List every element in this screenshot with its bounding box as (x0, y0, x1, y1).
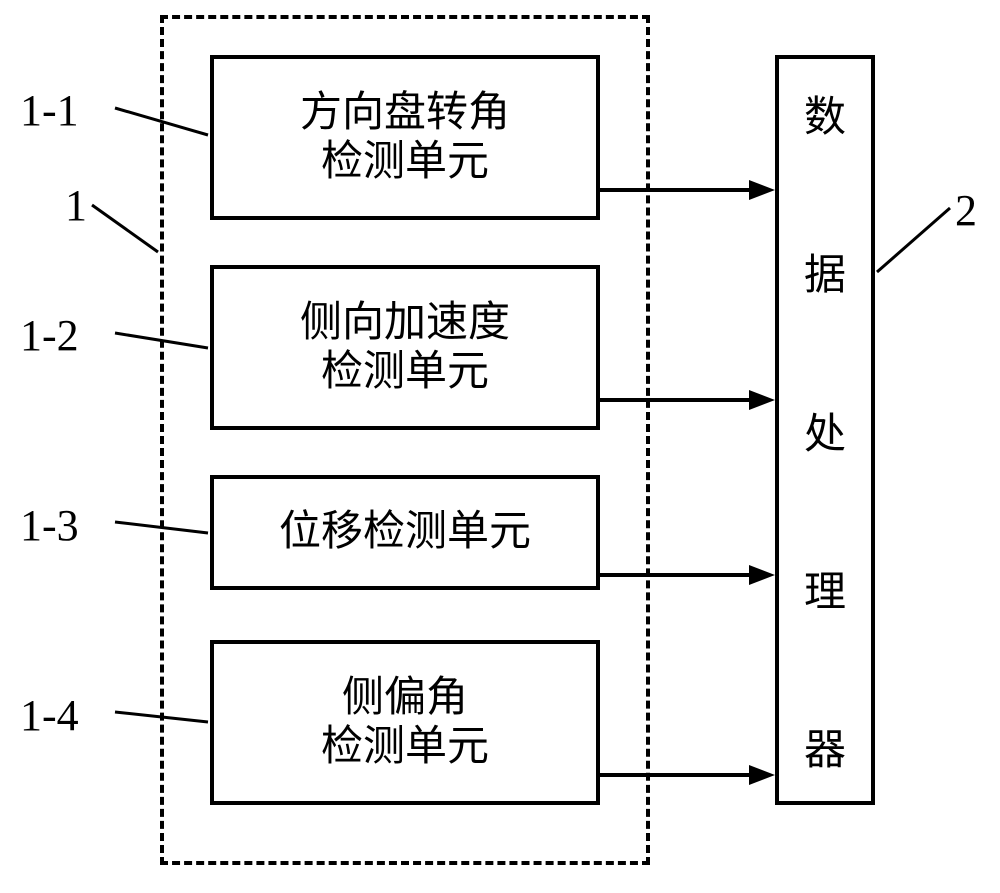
lateral-acceleration-detection-unit: 侧向加速度 检测单元 (210, 265, 600, 430)
displacement-detection-unit: 位移检测单元 (210, 475, 600, 590)
ref-label-2: 2 (955, 185, 977, 236)
sideslip-angle-detection-unit: 侧偏角 检测单元 (210, 640, 600, 805)
ref-label-1-4: 1-4 (20, 690, 79, 741)
unit-line1: 侧偏角 (342, 674, 468, 722)
data-processor: 数据处理器 (775, 55, 875, 805)
ref-label-1-2: 1-2 (20, 310, 79, 361)
unit-line2: 检测单元 (321, 348, 489, 396)
data-processor-label: 数据处理器 (804, 59, 846, 801)
unit-line2: 检测单元 (321, 138, 489, 186)
unit-line1: 位移检测单元 (279, 508, 531, 556)
unit-line1: 方向盘转角 (300, 89, 510, 137)
steering-angle-detection-unit: 方向盘转角 检测单元 (210, 55, 600, 220)
ref-label-1: 1 (65, 180, 87, 231)
unit-line2: 检测单元 (321, 723, 489, 771)
unit-line1: 侧向加速度 (300, 299, 510, 347)
ref-label-1-3: 1-3 (20, 500, 79, 551)
ref-label-1-1: 1-1 (20, 85, 79, 136)
